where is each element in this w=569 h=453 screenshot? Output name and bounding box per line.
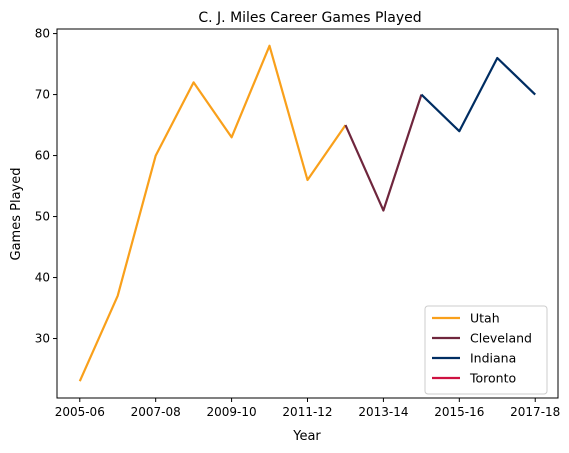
x-tick-label: 2013-14 [358,405,408,419]
y-tick-label: 30 [35,332,50,346]
series-line-indiana [420,56,536,133]
y-tick-label: 50 [35,210,50,224]
x-tick-label: 2017-18 [510,405,560,419]
legend-box [424,305,548,395]
legend-label-cleveland: Cleveland [470,331,532,346]
legend-label-utah: Utah [470,311,500,326]
y-axis-label: Games Played [9,168,24,261]
legend-label-toronto: Toronto [469,371,516,386]
chart-title: C. J. Miles Career Games Played [198,10,421,26]
series-lines [78,44,536,382]
x-axis-ticks: 2005-06 2007-08 2009-10 2011-12 2013-14 2015-… [55,398,560,419]
x-tick-label: 2007-08 [131,405,181,419]
legend: Utah Cleveland Indiana Toronto [424,305,548,395]
x-tick-label: 2009-10 [207,405,257,419]
y-tick-label: 40 [35,271,50,285]
y-tick-label: 60 [35,149,50,163]
x-tick-label: 2015-16 [434,405,484,419]
x-tick-label: 2011-12 [282,405,332,419]
y-tick-label: 70 [35,88,50,102]
plot-area-frame [56,28,559,399]
x-tick-label: 2005-06 [55,405,105,419]
series-line-cleveland [344,94,423,212]
y-axis-ticks: 30 40 50 60 70 80 [35,27,57,346]
series-line-utah [78,44,347,382]
legend-label-indiana: Indiana [470,351,516,366]
y-tick-label: 80 [35,27,50,41]
x-axis-label: Year [292,429,321,444]
